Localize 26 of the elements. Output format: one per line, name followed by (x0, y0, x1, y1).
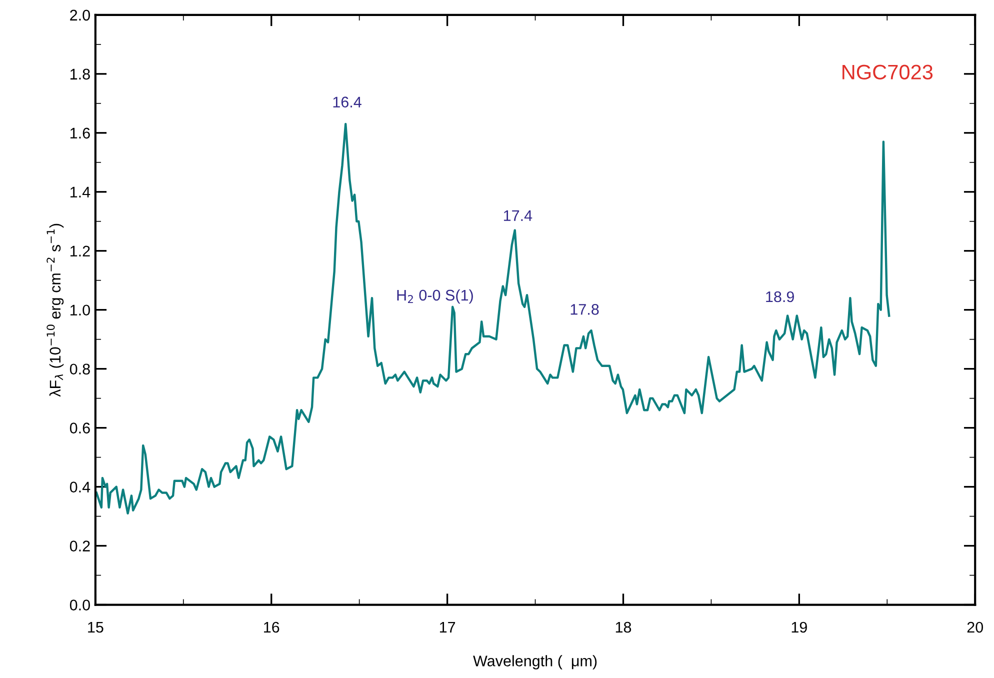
x-tick-label: 19 (792, 622, 807, 633)
x-tick-label: 15 (88, 622, 104, 633)
y-tick-label: 2.0 (70, 10, 90, 21)
line-series (95, 122, 890, 514)
y-tick-label: 1.4 (70, 186, 90, 198)
x-tick-label: 18 (616, 622, 632, 633)
y-tick-label: 0.4 (70, 482, 90, 492)
annotation: 17.8 (570, 304, 599, 315)
y-tick-label: 1.0 (70, 304, 90, 316)
y-tick-label: 1.8 (70, 68, 90, 80)
y-tick-label: 1.2 (70, 246, 90, 256)
x-tick-label: 16 (264, 622, 280, 633)
annotation: NGC7023 (842, 64, 933, 80)
x-tick-label: 17 (440, 622, 456, 633)
y-tick-label: 1.6 (70, 128, 90, 139)
text: λF$_{λ}$ (10$^{−10}$ erg cm$^{−2}$ s$^{−1}$) (46, 224, 64, 397)
y-tick-label: 0.2 (70, 540, 90, 552)
annotation: H$_{2}$ 0-0 S(1) (397, 289, 473, 304)
y-tick-label: 0.8 (70, 364, 90, 375)
x-axis-title: Wavelength ( μm) (473, 655, 597, 670)
annotation: 18.9 (766, 291, 794, 302)
y-tick-label: 0.0 (70, 600, 90, 610)
y-tick-label: 0.6 (70, 422, 90, 434)
annotation: 16.4 (333, 96, 362, 108)
x-tick-label: 20 (967, 622, 984, 633)
annotation: 17.4 (504, 210, 532, 221)
